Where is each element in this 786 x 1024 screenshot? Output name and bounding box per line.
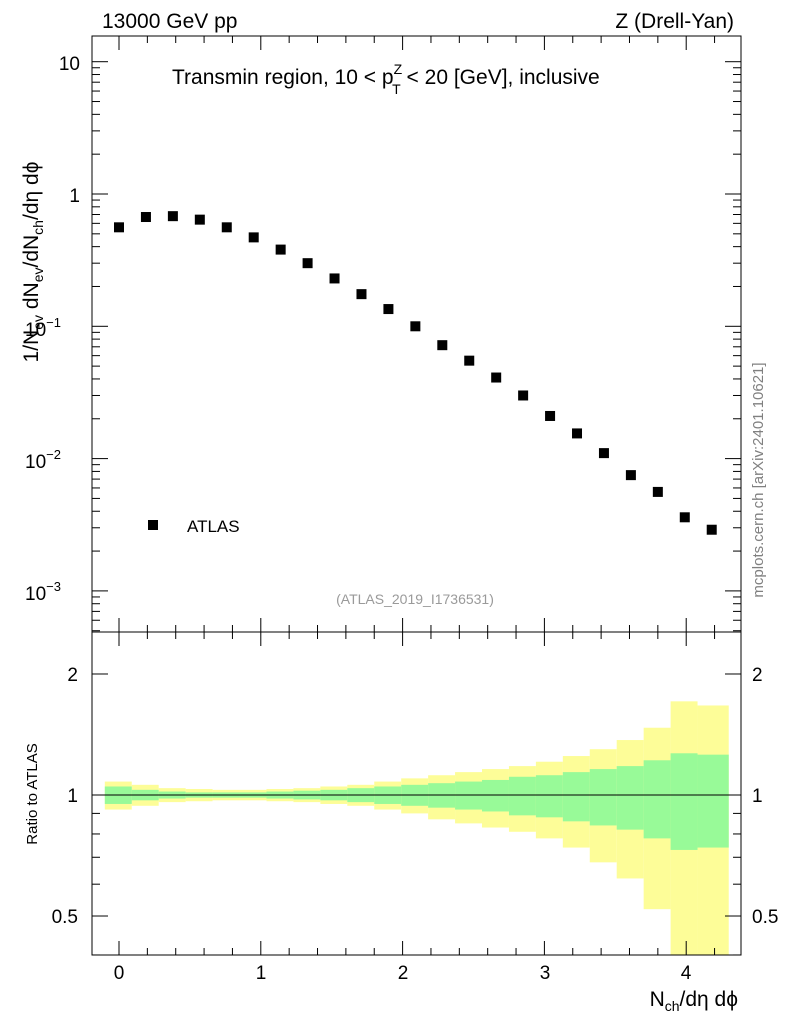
data-point [625, 470, 636, 481]
xtick-label-2: 2 [398, 963, 409, 984]
data-point [598, 448, 609, 459]
data-point [248, 232, 259, 243]
ylabel-part-3: ev [30, 267, 46, 282]
ratio-y-axis-label: Ratio to ATLAS [24, 743, 41, 844]
ylabel-part-2: dN [20, 282, 43, 315]
title-subscript: T [392, 81, 401, 97]
data-point [302, 258, 313, 269]
ratio-ytick-left-2: 2 [67, 665, 78, 686]
energy-label: 13000 GeV pp [102, 10, 237, 33]
data-point [652, 486, 663, 497]
ylabel-part-1: ev [30, 315, 46, 330]
stat-uncertainty-band [643, 760, 671, 839]
main-data-series [114, 211, 717, 535]
xlabel-rest: /dη dϕ [680, 988, 738, 1011]
ratio-bands [104, 701, 729, 955]
xlabel-main: N [650, 988, 665, 1011]
ytick-exp-1e-1: −1 [46, 315, 61, 330]
ytick-label-10: 10 [59, 54, 80, 75]
ratio-ytick-left-1: 1 [67, 786, 78, 807]
stat-uncertainty-band [455, 781, 483, 810]
data-point [410, 321, 421, 332]
title-suffix: < 20 [GeV], inclusive [401, 66, 600, 89]
main-plot-title: Transmin region, 10 < pZ T < 20 [GeV], in… [172, 61, 600, 97]
ytick-label-1: 1 [69, 186, 80, 207]
stat-uncertainty-band [535, 775, 563, 818]
ytick-exp-1e-3: −3 [46, 579, 61, 594]
stat-uncertainty-band [670, 753, 698, 850]
ytick-label-1e-3: 10−3 [25, 579, 61, 605]
main-y-axis-label: 1/Nev dNev/dNch/dη dϕ [20, 162, 46, 363]
ylabel-part-4: /dN [20, 235, 43, 268]
analysis-tag: (ATLAS_2019_I1736531) [336, 591, 494, 607]
data-point [167, 211, 178, 222]
ylabel-part-6: /dη dϕ [20, 162, 43, 220]
main-axis-ticks [92, 36, 741, 632]
legend-label: ATLAS [187, 517, 240, 536]
data-point [706, 524, 717, 535]
data-point [140, 212, 151, 223]
ylabel-part-0: 1/N [20, 330, 43, 363]
data-point [329, 273, 340, 284]
stat-uncertainty-band [562, 772, 590, 822]
title-superscript: Z [394, 61, 403, 77]
process-label: Z (Drell-Yan) [615, 10, 734, 33]
main-plot-frame [91, 35, 742, 633]
stat-uncertainty-band [589, 769, 617, 826]
title-prefix: Transmin region, 10 < p [172, 66, 394, 89]
ratio-ytick-right-0.5: 0.5 [752, 907, 778, 928]
legend-marker [148, 520, 158, 530]
data-point [518, 390, 529, 401]
data-point [679, 512, 690, 523]
xtick-label-4: 4 [681, 963, 692, 984]
ytick-label-1e-1: 10−1 [25, 315, 61, 341]
stat-uncertainty-band [697, 754, 729, 848]
ratio-ytick-right-1: 1 [752, 786, 763, 807]
ratio-ytick-right-2: 2 [752, 665, 763, 686]
xlabel-sub: ch [665, 998, 680, 1014]
xtick-label-0: 0 [114, 963, 125, 984]
data-point [114, 222, 124, 233]
ylabel-part-5: ch [30, 220, 46, 235]
ratio-plot-frame [91, 631, 742, 956]
side-watermark: mcplots.cern.ch [arXiv:2401.10621] [750, 362, 767, 597]
ytick-base-1e-3: 10 [25, 584, 46, 605]
data-point [491, 372, 502, 383]
xtick-label-3: 3 [540, 963, 551, 984]
ytick-label-1e-2: 10−2 [25, 447, 61, 473]
stat-uncertainty-band [616, 766, 644, 830]
ytick-base-1e-2: 10 [25, 452, 46, 473]
data-point [464, 355, 475, 366]
stat-uncertainty-band [482, 779, 509, 812]
data-point [383, 304, 394, 315]
ytick-exp-1e-2: −2 [46, 447, 61, 462]
stat-uncertainty-band [508, 776, 536, 816]
data-point [572, 428, 583, 439]
data-point [437, 340, 448, 351]
data-point [545, 410, 556, 421]
data-point [221, 222, 232, 233]
data-point [194, 214, 205, 225]
x-axis-label: Nch/dη dϕ [650, 988, 738, 1014]
ratio-ytick-left-0.5: 0.5 [52, 907, 78, 928]
ratio-axis-ticks [92, 632, 741, 956]
data-point [356, 289, 367, 300]
xtick-label-1: 1 [256, 963, 267, 984]
data-point [275, 244, 286, 255]
ytick-base-1e-1: 10 [25, 320, 46, 341]
